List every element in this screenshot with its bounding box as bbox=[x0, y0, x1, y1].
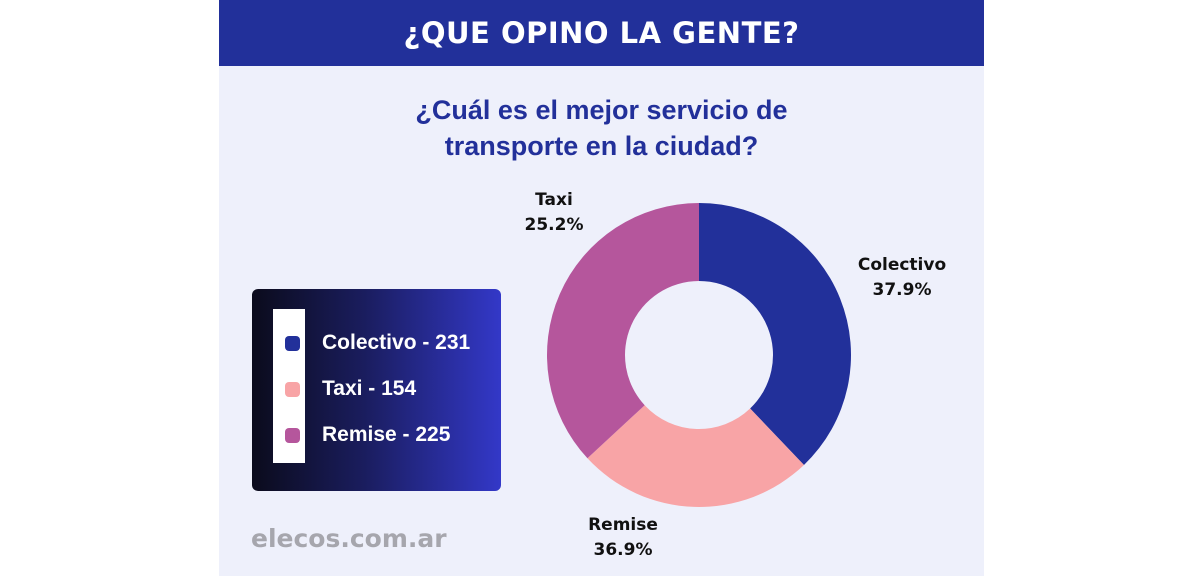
header-banner: ¿QUE OPINO LA GENTE? bbox=[219, 0, 984, 66]
slice-taxi bbox=[587, 405, 804, 507]
legend-label-taxi: Taxi - 154 bbox=[322, 377, 417, 400]
donut-slices bbox=[546, 203, 852, 507]
legend-label-remise: Remise - 225 bbox=[322, 423, 451, 446]
poll-question-line-2: transporte en la ciudad? bbox=[444, 131, 759, 161]
poll-card: ¿QUE OPINO LA GENTE? ¿Cuál es el mejor s… bbox=[219, 0, 984, 576]
page-title: ¿QUE OPINO LA GENTE? bbox=[403, 16, 800, 50]
legend-item-remise: Remise - 225 bbox=[285, 423, 450, 447]
slice-label-colectivo: Colectivo bbox=[858, 255, 946, 275]
legend-item-taxi: Taxi - 154 bbox=[285, 377, 416, 401]
slice-label-remise: Remise bbox=[588, 515, 658, 535]
legend-item-colectivo: Colectivo - 231 bbox=[285, 331, 470, 355]
poll-question-line-1: ¿Cuál es el mejor servicio de bbox=[415, 95, 788, 125]
slice-colectivo bbox=[699, 203, 852, 465]
legend-label-colectivo: Colectivo - 231 bbox=[322, 331, 471, 354]
poll-question: ¿Cuál es el mejor servicio de transporte… bbox=[219, 92, 984, 164]
chart-legend: Colectivo - 231 Taxi - 154 Remise - 225 bbox=[252, 289, 501, 491]
slice-percent-taxi: 25.2% bbox=[525, 215, 584, 235]
legend-swatch-remise bbox=[285, 427, 300, 443]
slice-labels: Colectivo 37.9% Taxi 25.2% Remise 36.9% bbox=[525, 190, 947, 560]
slice-remise bbox=[546, 203, 699, 459]
slice-percent-colectivo: 37.9% bbox=[873, 280, 932, 300]
source-credit: elecos.com.ar bbox=[251, 524, 447, 553]
slice-label-taxi: Taxi bbox=[535, 190, 573, 210]
legend-swatch-colectivo bbox=[285, 335, 300, 351]
legend-swatch-taxi bbox=[285, 381, 300, 397]
slice-percent-remise: 36.9% bbox=[594, 540, 653, 560]
